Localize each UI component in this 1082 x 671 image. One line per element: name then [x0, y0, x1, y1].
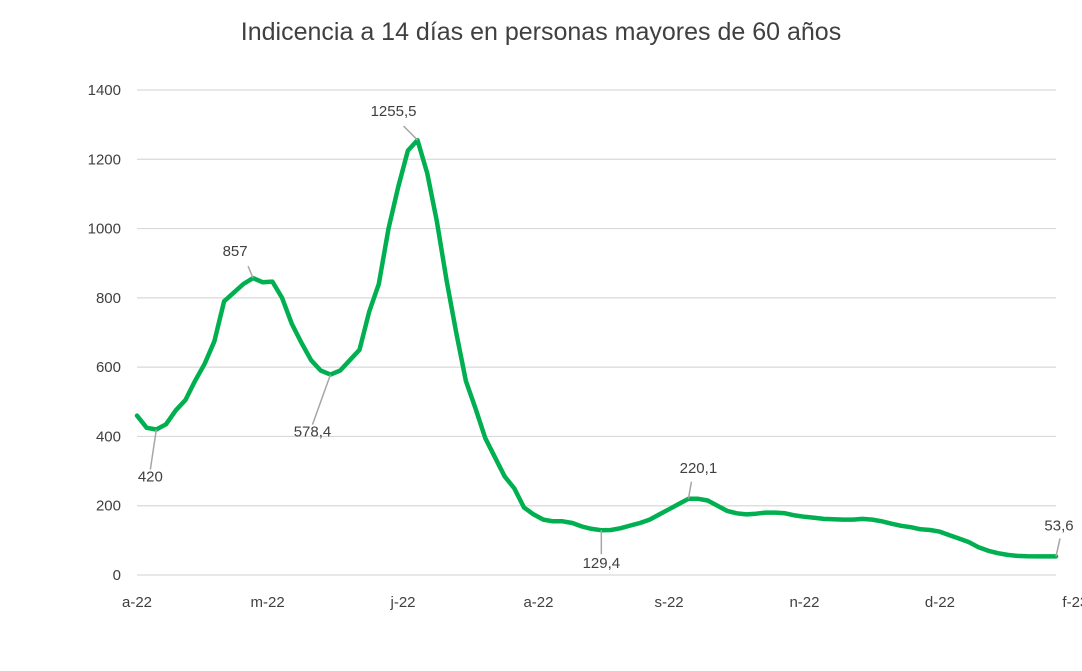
annotation-leader	[311, 374, 332, 425]
y-tick-label: 400	[96, 428, 121, 445]
x-tick-label: m-22	[251, 594, 285, 611]
data-label: 129,4	[583, 555, 621, 572]
data-label: 1255,5	[371, 103, 417, 120]
y-tick-label: 600	[96, 359, 121, 376]
data-label: 420	[138, 469, 163, 486]
data-label: 578,4	[294, 424, 332, 441]
chart-title: Indicencia a 14 días en personas mayores…	[240, 18, 842, 46]
y-tick-label: 800	[96, 290, 121, 307]
x-tick-label: j-22	[390, 594, 416, 611]
annotation-leader	[149, 429, 158, 470]
x-tick-label: a-22	[122, 594, 152, 611]
x-tick-label: n-22	[789, 594, 819, 611]
x-tick-label: f-23	[1062, 594, 1082, 611]
y-tick-label: 200	[96, 498, 121, 515]
x-tick-label: d-22	[925, 594, 955, 611]
data-label: 53,6	[1044, 517, 1073, 534]
series-line	[134, 137, 1059, 559]
data-label: 220,1	[680, 460, 718, 477]
annotation-leader	[247, 265, 254, 279]
y-tick-label: 0	[113, 567, 121, 584]
annotation-leader	[687, 481, 693, 499]
y-tick-label: 1000	[88, 221, 121, 238]
annotation-leader	[403, 125, 419, 141]
y-tick-label: 1400	[88, 82, 121, 99]
x-tick-label: a-22	[523, 594, 553, 611]
x-tick-label: s-22	[654, 594, 683, 611]
data-label: 857	[223, 243, 248, 260]
y-tick-label: 1200	[88, 151, 121, 168]
annotation-leader	[1055, 538, 1061, 557]
